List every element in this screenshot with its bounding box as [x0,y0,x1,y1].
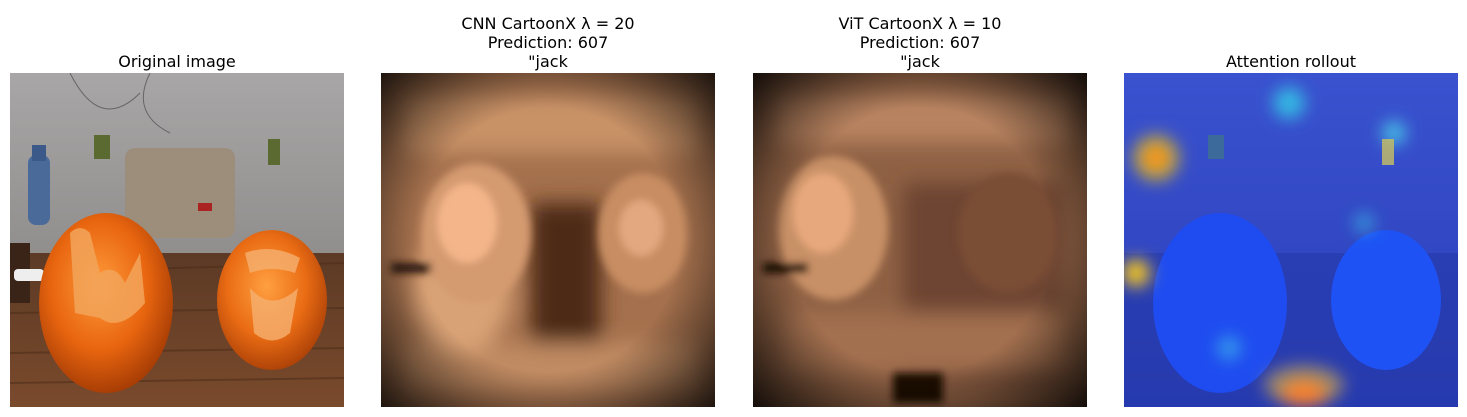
title-line: Original image [118,52,236,71]
title-line: "jack [528,52,568,71]
title-line: "jack [900,52,940,71]
title-line: ViT CartoonX λ = 10 [838,14,1002,33]
panel-vit-cartoonx: ViT CartoonX λ = 10 Prediction: 607 "jac… [753,0,1087,417]
panel-original: Original image [10,0,344,417]
vit-cartoonx-map [753,73,1087,407]
panel-cnn-cartoonx: CNN CartoonX λ = 20 Prediction: 607 "jac… [381,0,715,417]
title-line: CNN CartoonX λ = 20 [461,14,635,33]
original-image [10,73,344,407]
panel-attention-rollout: Attention rollout [1124,0,1458,417]
cnn-cartoonx-map [381,73,715,407]
title-line: Prediction: 607 [859,33,981,52]
panel-title-rollout: Attention rollout [1084,52,1467,71]
attention-rollout-map [1124,73,1458,407]
title-line: Attention rollout [1225,52,1357,71]
panel-title-original: Original image [0,52,384,71]
title-line: Prediction: 607 [487,33,609,52]
panel-title-cnn: CNN CartoonX λ = 20 Prediction: 607 "jac… [341,14,755,71]
panel-title-vit: ViT CartoonX λ = 10 Prediction: 607 "jac… [713,14,1127,71]
